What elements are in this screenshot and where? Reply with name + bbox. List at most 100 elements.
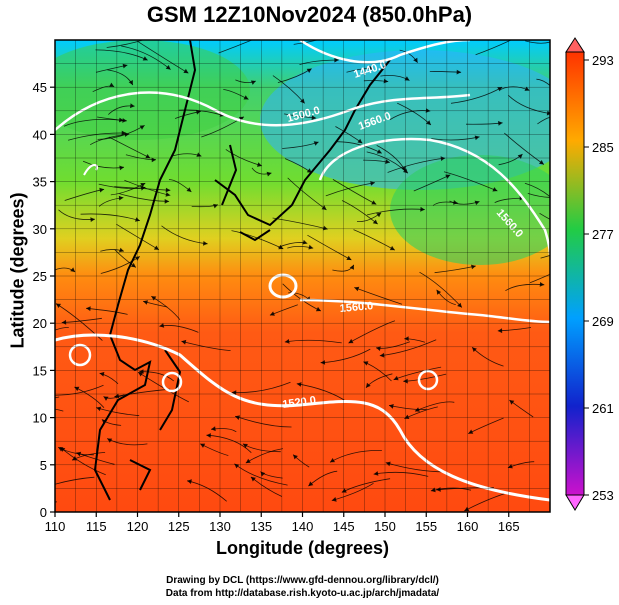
streamline-arrowhead xyxy=(181,339,187,345)
streamline-arrowhead xyxy=(457,302,462,308)
streamline-arrowhead xyxy=(296,382,302,387)
streamline-arrowhead xyxy=(420,206,425,212)
y-tick-label: 20 xyxy=(33,316,47,331)
streamline-arrowhead xyxy=(103,396,109,401)
streamline-arrowhead xyxy=(551,86,556,91)
contour-label-1520: 1520.0 xyxy=(282,394,317,411)
streamline xyxy=(325,182,375,197)
streamline-arrowhead xyxy=(559,205,564,210)
x-tick-label: 145 xyxy=(333,519,355,534)
streamline-arrowhead xyxy=(203,241,208,246)
x-tick-label: 165 xyxy=(498,519,520,534)
streamline-arrowhead xyxy=(293,454,298,460)
streamline xyxy=(231,230,284,250)
streamline-arrowhead xyxy=(109,82,115,87)
streamline-arrowhead xyxy=(404,336,409,341)
streamline-arrowhead xyxy=(348,338,354,344)
streamline-arrowhead xyxy=(28,495,33,500)
streamline-arrowhead xyxy=(389,245,395,251)
streamline-arrowhead xyxy=(10,394,15,399)
streamline-arrowhead xyxy=(99,371,105,377)
x-tick-label: 150 xyxy=(374,519,396,534)
streamline-arrowhead xyxy=(122,63,128,69)
streamline-arrowhead xyxy=(558,268,563,272)
streamline-arrowhead xyxy=(379,352,385,358)
streamline-arrowhead xyxy=(56,303,61,308)
streamline-arrowhead xyxy=(552,113,557,117)
streamline-arrowhead xyxy=(389,404,394,409)
streamline xyxy=(385,462,445,473)
streamline-arrowhead xyxy=(164,199,170,204)
colorbar-tick-label: 261 xyxy=(592,401,614,416)
streamline-arrowhead xyxy=(128,80,133,85)
streamline xyxy=(293,40,320,45)
streamline xyxy=(539,212,550,220)
streamline-arrowhead xyxy=(47,393,52,398)
streamline-arrowhead xyxy=(430,487,436,493)
streamline-arrowhead xyxy=(40,485,45,490)
y-tick-label: 25 xyxy=(33,269,47,284)
streamline-arrowhead xyxy=(376,212,382,218)
streamline-arrowhead xyxy=(474,200,480,206)
streamline-arrowhead xyxy=(243,95,249,100)
streamline-arrowhead xyxy=(238,116,244,122)
cyclone-core-2 xyxy=(161,371,183,393)
y-tick-label: 45 xyxy=(33,80,47,95)
small-contour xyxy=(83,164,98,176)
streamline-arrowhead xyxy=(119,117,124,123)
streamline-arrowhead xyxy=(385,159,390,164)
contour-1560-north xyxy=(318,137,550,256)
x-tick-label: 135 xyxy=(250,519,272,534)
streamline-arrowhead xyxy=(250,80,256,85)
streamline xyxy=(206,434,252,453)
streamline-arrowhead xyxy=(464,506,470,512)
streamline xyxy=(287,177,327,211)
contour-1440 xyxy=(299,40,471,64)
colorbar-tick-label: 269 xyxy=(592,314,614,329)
streamline-arrowhead xyxy=(373,471,379,476)
streamline xyxy=(414,401,455,412)
streamline-arrowhead xyxy=(206,433,211,438)
streamline-arrowhead xyxy=(507,464,513,469)
streamline-arrowhead xyxy=(331,497,337,502)
streamline-arrowhead xyxy=(472,347,477,352)
streamline-arrowhead xyxy=(330,458,335,463)
streamline xyxy=(527,193,550,198)
colorbar-tick-label: 293 xyxy=(592,53,614,68)
colorbar-tick-label: 285 xyxy=(592,140,614,155)
y-tick-label: 30 xyxy=(33,222,47,237)
streamline-arrowhead xyxy=(96,406,102,412)
streamline xyxy=(320,348,371,364)
streamline xyxy=(60,446,106,476)
streamline-arrowhead xyxy=(349,264,354,270)
streamline-arrowhead xyxy=(315,306,321,312)
streamline-arrowhead xyxy=(471,264,476,270)
streamline-arrowhead xyxy=(122,118,127,123)
streamline xyxy=(181,340,231,351)
streamline-arrowhead xyxy=(143,300,148,305)
streamline xyxy=(367,208,425,216)
streamline xyxy=(540,255,550,259)
streamline-arrowhead xyxy=(415,407,420,412)
streamline-arrowhead xyxy=(341,488,347,493)
contour-1560-south xyxy=(299,298,550,324)
streamline-arrowhead xyxy=(354,286,360,292)
streamline-arrowhead xyxy=(138,372,144,377)
streamline-arrowhead xyxy=(266,171,272,177)
streamline-arrowhead xyxy=(492,187,498,192)
streamline xyxy=(231,381,291,393)
streamline-arrowhead xyxy=(363,361,369,366)
streamline-arrowhead xyxy=(186,187,192,192)
colorbar-top-arrow xyxy=(565,37,585,53)
latitude-ticks: 0 5 10 15 20 25 30 35 40 45 xyxy=(33,80,55,520)
x-axis-label: Longitude (degrees) xyxy=(215,538,389,558)
streamline-arrowhead xyxy=(393,375,399,381)
streamline-arrowhead xyxy=(165,65,171,70)
streamline-arrowhead xyxy=(284,339,290,344)
streamline xyxy=(508,95,550,114)
streamline-arrowhead xyxy=(372,219,378,225)
streamline-arrowhead xyxy=(311,115,317,121)
streamline-arrowhead xyxy=(200,443,206,448)
streamline-arrowhead xyxy=(119,165,124,171)
